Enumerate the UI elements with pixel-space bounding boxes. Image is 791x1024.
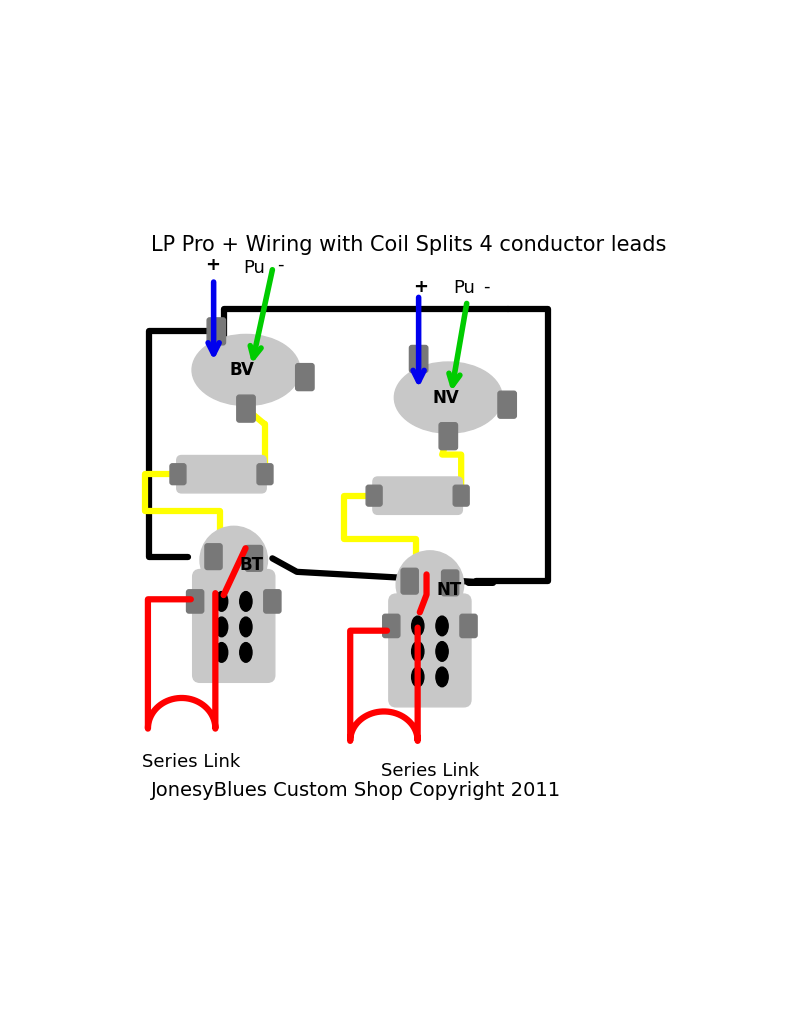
- FancyBboxPatch shape: [207, 317, 225, 345]
- Ellipse shape: [240, 643, 252, 663]
- Circle shape: [396, 551, 464, 618]
- FancyBboxPatch shape: [237, 395, 255, 422]
- Text: +: +: [413, 278, 428, 296]
- Ellipse shape: [411, 642, 424, 662]
- Ellipse shape: [215, 617, 228, 637]
- FancyBboxPatch shape: [498, 391, 517, 418]
- Ellipse shape: [436, 616, 448, 636]
- Ellipse shape: [192, 335, 300, 406]
- Text: +: +: [206, 256, 221, 274]
- FancyBboxPatch shape: [257, 464, 273, 484]
- FancyBboxPatch shape: [453, 485, 469, 506]
- FancyBboxPatch shape: [401, 568, 418, 594]
- FancyBboxPatch shape: [389, 594, 471, 707]
- Text: JonesyBlues Custom Shop Copyright 2011: JonesyBlues Custom Shop Copyright 2011: [151, 781, 561, 801]
- Text: BV: BV: [230, 361, 255, 379]
- Text: NT: NT: [436, 581, 461, 599]
- Ellipse shape: [240, 617, 252, 637]
- FancyBboxPatch shape: [439, 423, 457, 450]
- Ellipse shape: [436, 642, 448, 662]
- FancyBboxPatch shape: [410, 345, 428, 373]
- FancyBboxPatch shape: [187, 590, 204, 613]
- Text: Pu: Pu: [244, 259, 265, 278]
- FancyBboxPatch shape: [460, 614, 477, 638]
- FancyBboxPatch shape: [296, 364, 314, 390]
- Ellipse shape: [411, 667, 424, 687]
- FancyBboxPatch shape: [383, 614, 400, 638]
- FancyBboxPatch shape: [373, 477, 463, 514]
- FancyBboxPatch shape: [366, 485, 382, 506]
- FancyBboxPatch shape: [170, 464, 186, 484]
- Ellipse shape: [436, 667, 448, 687]
- FancyBboxPatch shape: [193, 569, 274, 682]
- Text: LP Pro + Wiring with Coil Splits 4 conductor leads: LP Pro + Wiring with Coil Splits 4 condu…: [151, 236, 666, 255]
- Text: Series Link: Series Link: [381, 763, 479, 780]
- Ellipse shape: [411, 616, 424, 636]
- Text: NV: NV: [432, 388, 459, 407]
- Text: BT: BT: [240, 556, 264, 574]
- Ellipse shape: [215, 643, 228, 663]
- FancyBboxPatch shape: [245, 546, 263, 571]
- Text: -: -: [483, 279, 490, 296]
- Text: Pu: Pu: [454, 280, 475, 297]
- Text: -: -: [277, 255, 283, 273]
- Ellipse shape: [240, 592, 252, 611]
- FancyBboxPatch shape: [263, 590, 281, 613]
- FancyBboxPatch shape: [441, 570, 459, 596]
- Ellipse shape: [215, 592, 228, 611]
- Text: Series Link: Series Link: [142, 753, 240, 771]
- Ellipse shape: [395, 362, 502, 433]
- FancyBboxPatch shape: [205, 544, 222, 569]
- FancyBboxPatch shape: [176, 456, 267, 493]
- Circle shape: [200, 526, 267, 594]
